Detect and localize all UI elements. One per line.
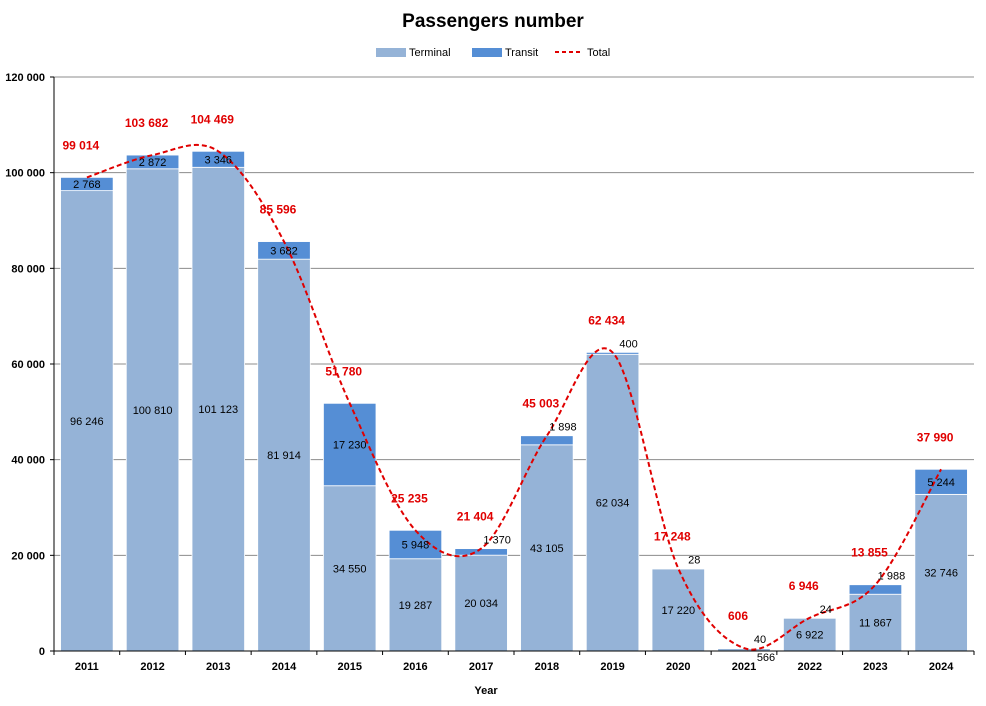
terminal-value-label: 19 287 <box>399 600 433 612</box>
total-value-label: 606 <box>728 609 748 623</box>
transit-value-label: 5 244 <box>927 477 955 489</box>
transit-value-label: 2 768 <box>73 179 101 191</box>
total-value-label: 13 855 <box>851 546 888 560</box>
terminal-value-label: 96 246 <box>70 416 104 428</box>
transit-value-label: 3 682 <box>270 245 298 257</box>
legend-label-transit: Transit <box>505 47 538 59</box>
transit-value-label: 1 898 <box>549 422 577 434</box>
gridlines <box>54 76 974 556</box>
total-value-label: 6 946 <box>789 579 819 593</box>
terminal-value-label: 62 034 <box>596 498 630 510</box>
terminal-value-label: 101 123 <box>198 404 238 416</box>
legend-swatch-terminal <box>376 48 406 57</box>
x-tick-label: 2018 <box>535 661 559 673</box>
x-axis-title: Year <box>474 685 498 697</box>
terminal-value-label: 100 810 <box>133 405 173 417</box>
legend: Terminal Transit Total <box>376 47 610 59</box>
total-value-label: 21 404 <box>457 510 494 524</box>
chart-title: Passengers number <box>402 11 584 32</box>
terminal-value-label: 11 867 <box>859 618 892 630</box>
transit-value-label: 40 <box>754 634 766 646</box>
x-tick-label: 2015 <box>337 661 361 673</box>
bars <box>60 150 968 652</box>
total-value-label: 37 990 <box>917 430 954 444</box>
x-tick-label: 2017 <box>469 661 493 673</box>
transit-bar <box>323 402 377 487</box>
y-tick-label: 120 000 <box>5 72 45 84</box>
x-tick-label: 2021 <box>732 661 756 673</box>
terminal-bar <box>454 554 508 652</box>
y-tick-label: 60 000 <box>11 359 45 371</box>
terminal-value-label: 34 550 <box>333 563 367 575</box>
transit-value-label: 17 230 <box>333 440 367 452</box>
x-tick-label: 2020 <box>666 661 690 673</box>
transit-bar <box>520 435 574 446</box>
x-tick-label: 2014 <box>272 661 297 673</box>
terminal-bar <box>60 190 114 652</box>
terminal-value-label: 6 922 <box>796 629 824 641</box>
y-tick-label: 20 000 <box>11 550 45 562</box>
x-tick-label: 2012 <box>140 661 164 673</box>
transit-bar <box>651 568 705 570</box>
terminal-bar <box>914 493 968 652</box>
transit-value-label: 28 <box>688 554 700 566</box>
total-series-line <box>86 143 942 651</box>
terminal-value-label: 43 105 <box>530 543 564 555</box>
y-tick-label: 40 000 <box>11 455 45 467</box>
terminal-bar <box>585 353 640 652</box>
transit-bar <box>388 529 443 560</box>
total-value-label: 45 003 <box>523 397 560 411</box>
legend-swatch-transit <box>472 48 502 57</box>
x-tick-label: 2019 <box>600 661 624 673</box>
transit-value-label: 1 988 <box>878 571 906 583</box>
terminal-value-label: 81 914 <box>267 450 301 462</box>
transit-bar <box>60 176 114 192</box>
total-value-label: 99 014 <box>63 138 100 152</box>
terminal-value-label: 20 034 <box>464 598 498 610</box>
terminal-bar <box>323 485 377 652</box>
x-tick-label: 2016 <box>403 661 427 673</box>
total-value-label: 85 596 <box>260 203 297 217</box>
transit-bar <box>914 468 968 495</box>
terminal-bar <box>388 558 443 652</box>
y-axis: 0 20 000 40 000 60 000 80 000 100 000 120 000 <box>5 72 55 658</box>
total-labels: 99 014 103 682 104 469 85 596 51 780 25 235 21… <box>63 112 954 623</box>
transit-value-label: 2 872 <box>139 157 167 169</box>
y-tick-label: 80 000 <box>11 263 45 275</box>
total-value-label: 17 248 <box>654 529 691 543</box>
transit-value-label: 5 948 <box>402 540 430 552</box>
terminal-value-label: 566 <box>757 652 775 664</box>
x-tick-label: 2011 <box>75 661 99 673</box>
transit-value-label: 3 346 <box>205 154 233 166</box>
transit-value-label: 400 <box>619 338 637 350</box>
terminal-bar <box>848 593 903 652</box>
terminal-value-label: 32 746 <box>924 568 958 580</box>
x-tick-label: 2024 <box>929 661 954 673</box>
transit-value-label: 24 <box>820 604 832 616</box>
x-axis: 2011 2012 2013 2014 2015 2016 2017 2018 2019 2020… <box>53 650 975 673</box>
terminal-bar <box>783 617 837 652</box>
total-value-label: 62 434 <box>588 313 625 327</box>
total-value-label: 51 780 <box>325 364 362 378</box>
x-tick-label: 2013 <box>206 661 230 673</box>
terminal-bar <box>257 258 311 652</box>
x-tick-label: 2022 <box>797 661 821 673</box>
transit-value-label: 1 370 <box>483 535 511 547</box>
y-tick-label: 100 000 <box>5 168 45 180</box>
terminal-bar <box>651 568 705 652</box>
total-value-label: 104 469 <box>191 112 235 126</box>
x-tick-label: 2023 <box>863 661 887 673</box>
total-value-label: 103 682 <box>125 116 169 130</box>
legend-label-terminal: Terminal <box>409 47 451 59</box>
terminal-bar <box>191 166 245 652</box>
legend-label-total: Total <box>587 47 610 59</box>
transit-bar <box>848 584 903 595</box>
y-tick-label: 0 <box>39 646 45 658</box>
segment-labels: 96 246 2 768 100 810 2 872 101 123 3 346 81 91… <box>70 154 958 664</box>
terminal-value-label: 17 220 <box>661 605 695 617</box>
total-value-label: 25 235 <box>391 491 428 505</box>
